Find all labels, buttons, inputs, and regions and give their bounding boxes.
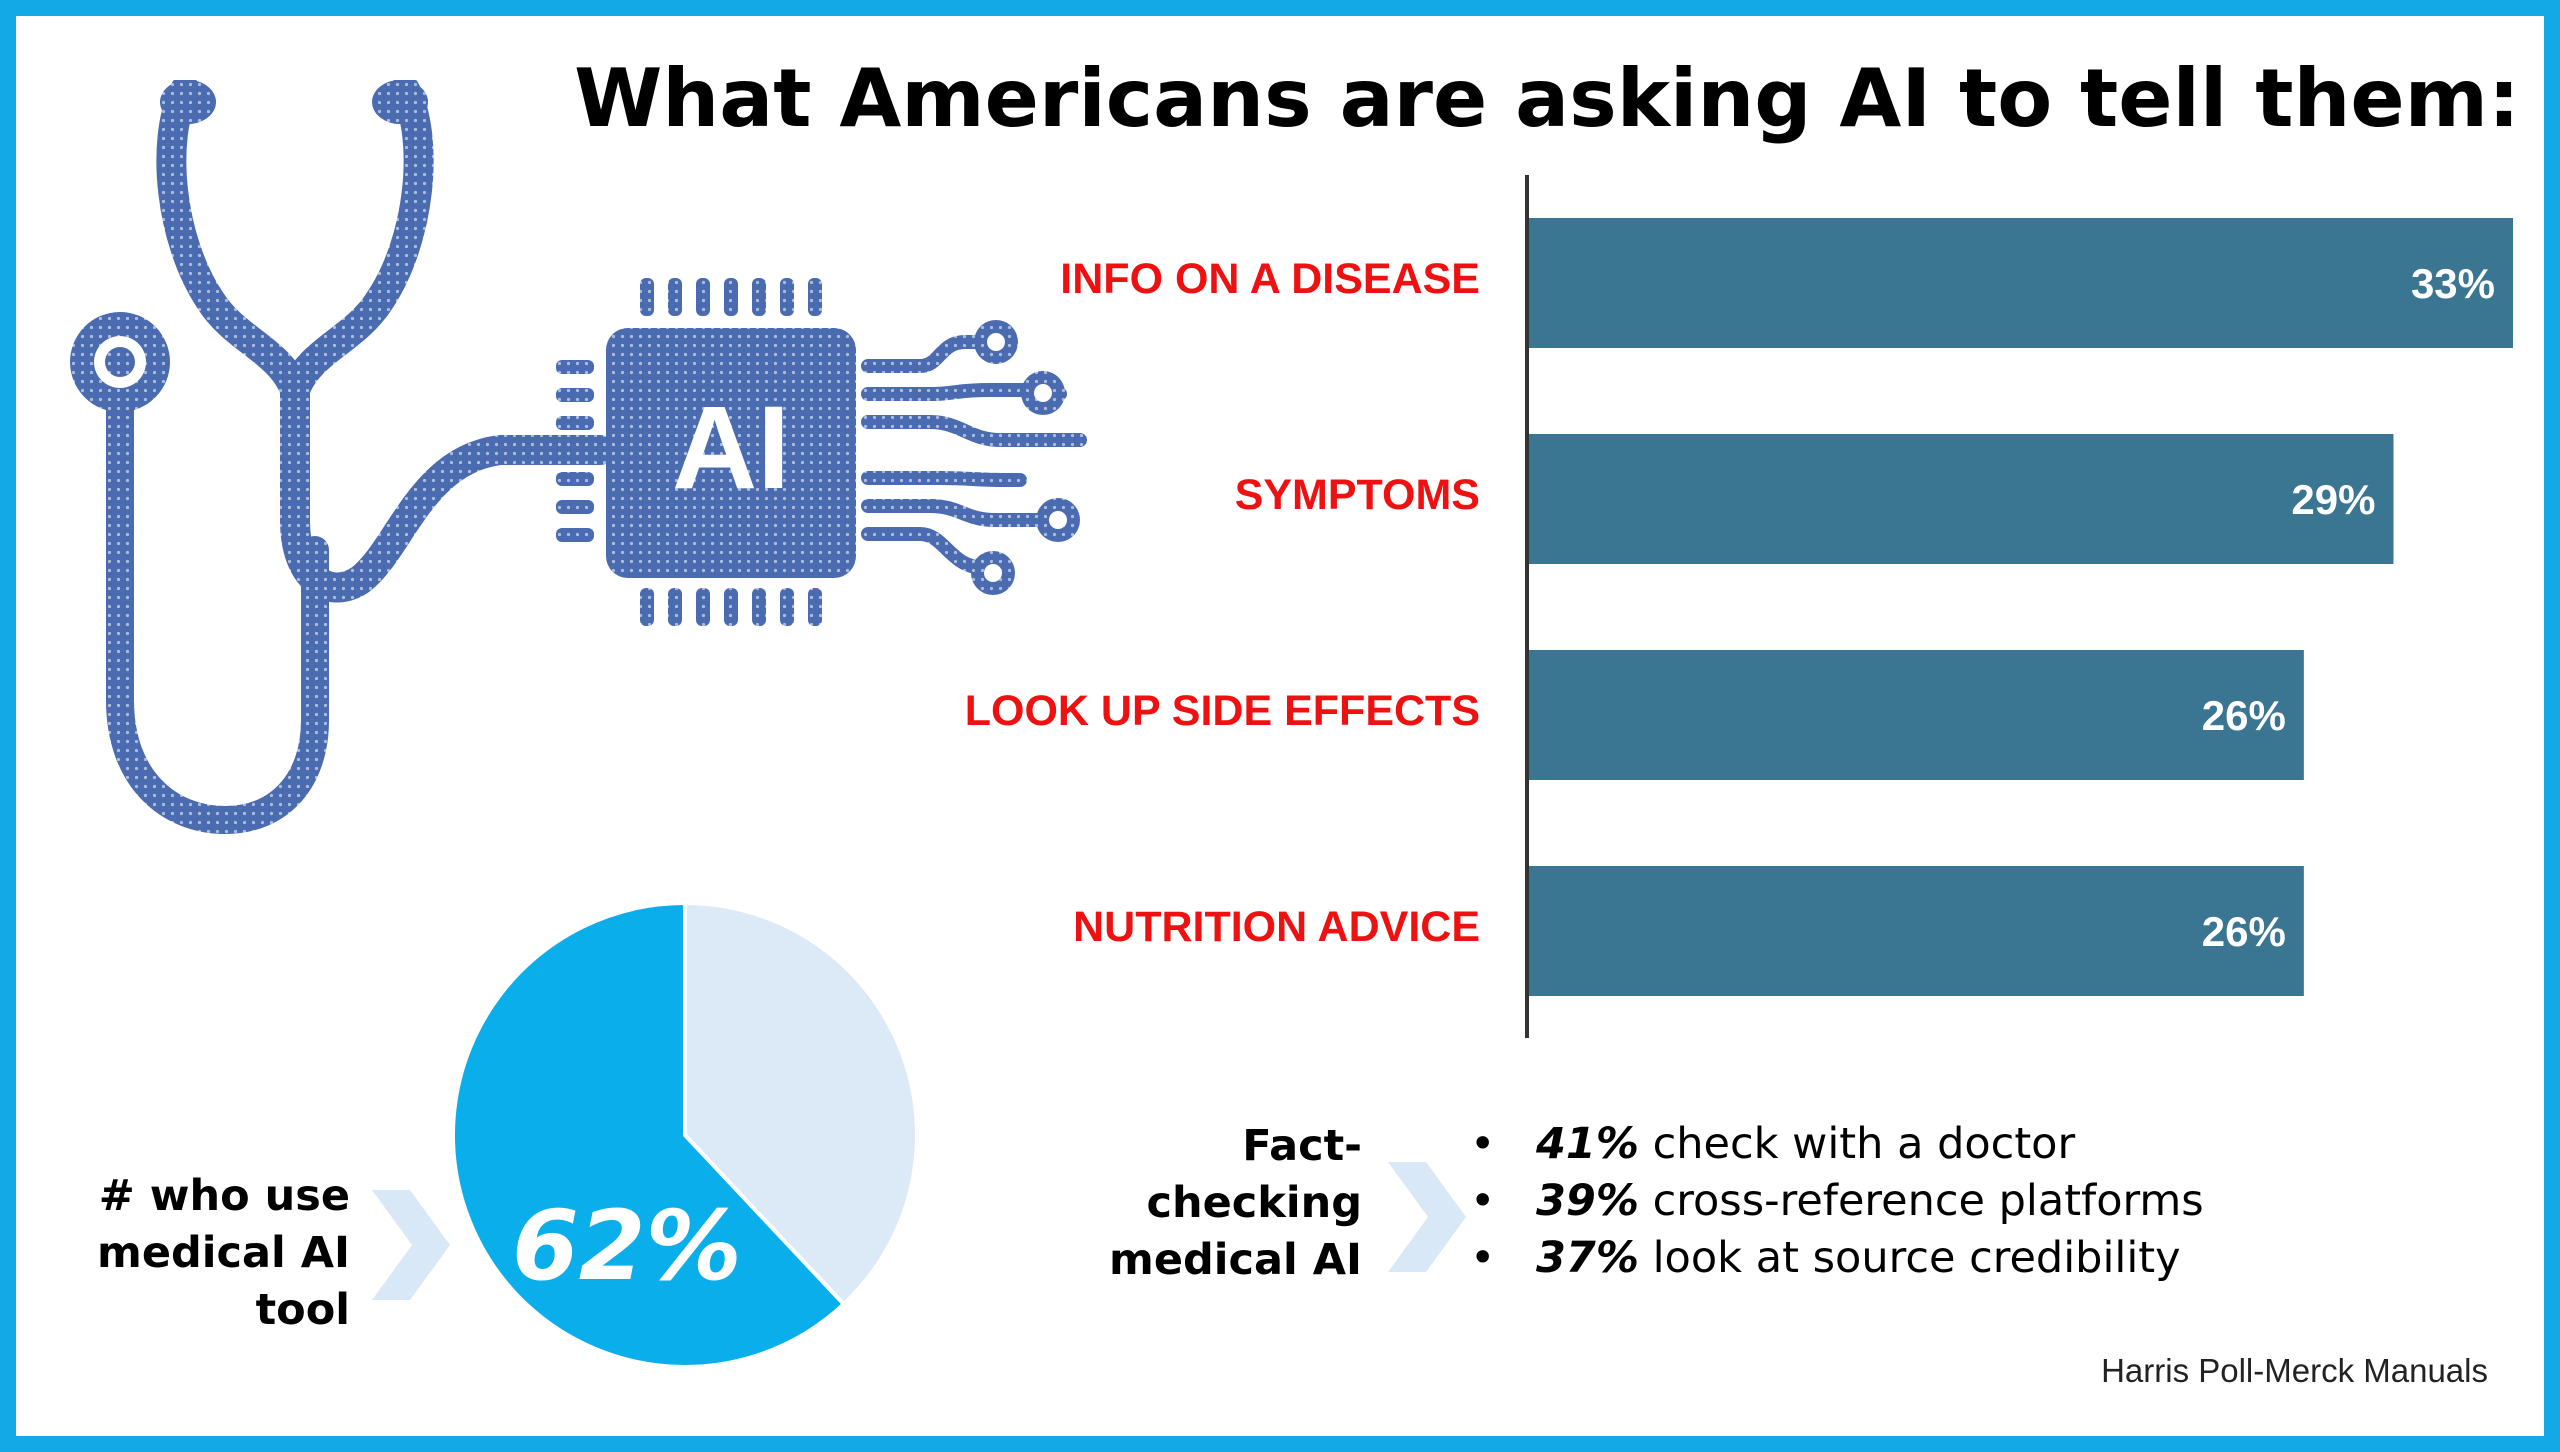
bar [1527,218,2513,348]
bullet-icon: • [1470,1176,1496,1226]
pie-chart [451,900,919,1369]
pie-slice [451,900,847,1369]
bar [1527,866,2304,996]
pie-label: # who use medical AI tool [97,1171,350,1335]
fact-check-percent: 39% [1536,1176,1639,1226]
bar-value-label: 26% [2202,908,2286,955]
chevron-right-icon [1388,1162,1466,1272]
stethoscope-ai-chip-icon: AI [70,80,1087,834]
pie-slice [683,900,919,1307]
fact-check-text: cross-reference platforms [1638,1176,2204,1226]
bar [1527,434,2394,564]
pie-value-label: 62% [512,1190,742,1302]
chip-label: AI [672,382,790,514]
category-label: LOOK UP SIDE EFFECTS [964,687,1480,735]
chevron-right-icon [372,1190,450,1300]
category-label: INFO ON A DISEASE [1060,255,1480,303]
fact-check-text: check with a doctor [1638,1119,2076,1169]
category-label: SYMPTOMS [1234,471,1480,519]
fact-check-item: • 39% cross-reference platforms [1470,1173,2204,1230]
fact-check-text: look at source credibility [1638,1233,2181,1283]
bullet-icon: • [1470,1233,1496,1283]
source-credit: Harris Poll-Merck Manuals [2101,1352,2488,1389]
fact-check-label: Fact- checking medical AI [1109,1121,1362,1285]
bar-value-label: 33% [2411,260,2495,307]
page-title: What Americans are asking AI to tell the… [574,52,2520,145]
fact-check-percent: 41% [1536,1119,1639,1169]
bar-value-label: 29% [2291,476,2375,523]
category-label: NUTRITION ADVICE [1073,903,1480,951]
fact-check-item: • 37% look at source credibility [1470,1230,2204,1287]
fact-check-percent: 37% [1536,1233,1639,1283]
bar [1527,650,2304,780]
fact-check-list: • 41% check with a doctor • 39% cross-refer… [1470,1116,2204,1287]
bar-value-label: 26% [2202,692,2286,739]
fact-check-item: • 41% check with a doctor [1470,1116,2204,1173]
bullet-icon: • [1470,1119,1496,1169]
